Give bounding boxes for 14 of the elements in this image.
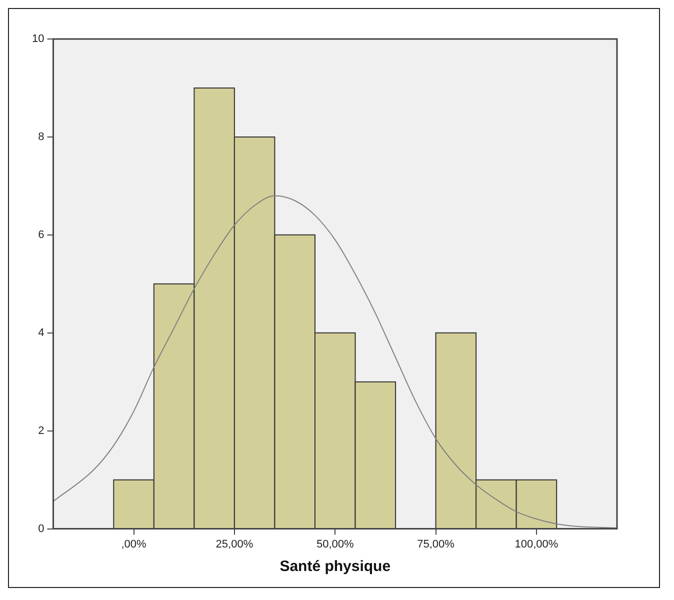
y-tick-label: 10 [32,33,44,46]
x-tick-label: 75,00% [417,538,455,550]
line-series [53,195,617,528]
y-tick-label: 2 [38,424,44,437]
y-tick-label: 6 [38,228,44,241]
x-tick-label: 50,00% [316,538,354,550]
x-tick-label: 25,00% [216,538,254,550]
y-tick-label: 4 [38,326,44,339]
y-tick-label: 0 [38,522,44,535]
x-axis-title: Santé physique [280,558,391,576]
y-tick-label: 8 [38,130,44,143]
x-tick-label: 100,00% [514,538,558,550]
frame: Santé physique ,00% 25,00% 50,00% 75,00% 100,00% 0 2 4 6 8 10 [8,8,660,588]
x-tick-label: ,00% [121,538,147,550]
